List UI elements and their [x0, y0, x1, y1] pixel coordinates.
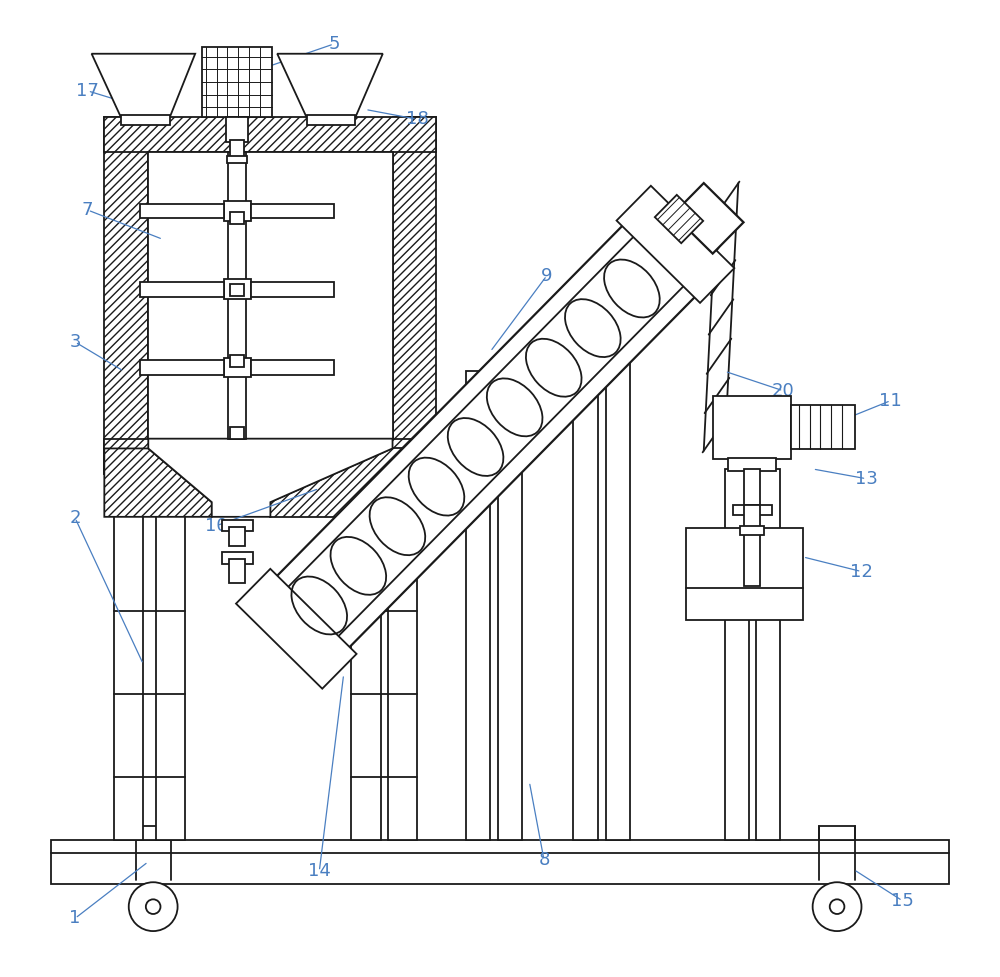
Bar: [307, 115, 355, 125]
Bar: [230, 140, 244, 159]
Circle shape: [129, 882, 178, 931]
Bar: [230, 212, 244, 224]
Text: 18: 18: [406, 110, 428, 128]
Bar: [744, 505, 760, 586]
Bar: [733, 505, 772, 515]
Polygon shape: [236, 569, 357, 689]
Bar: [251, 360, 334, 374]
Polygon shape: [92, 54, 195, 117]
Text: 15: 15: [891, 892, 914, 910]
Bar: [136, 826, 171, 840]
Bar: [725, 469, 749, 840]
Text: 8: 8: [538, 851, 550, 869]
Bar: [819, 826, 855, 840]
Bar: [51, 840, 949, 884]
Bar: [251, 281, 334, 297]
Bar: [202, 47, 272, 117]
Bar: [791, 405, 855, 449]
Bar: [713, 396, 791, 459]
Polygon shape: [250, 219, 701, 675]
Bar: [140, 281, 224, 297]
Bar: [222, 552, 253, 564]
Text: 17: 17: [76, 82, 99, 100]
Bar: [224, 279, 251, 299]
Bar: [740, 526, 764, 535]
Bar: [227, 156, 247, 163]
Bar: [744, 469, 760, 508]
Polygon shape: [277, 54, 383, 117]
Polygon shape: [617, 186, 734, 303]
Bar: [104, 439, 436, 474]
Bar: [229, 559, 245, 583]
Bar: [148, 152, 393, 439]
Bar: [156, 469, 185, 840]
Circle shape: [813, 882, 861, 931]
Bar: [756, 469, 780, 840]
Bar: [140, 360, 224, 374]
Bar: [140, 203, 224, 218]
Bar: [222, 520, 253, 531]
Text: 3: 3: [69, 333, 81, 351]
Text: 9: 9: [541, 267, 553, 284]
Bar: [388, 469, 417, 840]
Text: 12: 12: [850, 563, 873, 580]
Bar: [351, 469, 381, 840]
Bar: [573, 352, 598, 840]
Circle shape: [146, 899, 160, 914]
Text: 13: 13: [855, 470, 878, 488]
Bar: [224, 358, 251, 377]
Bar: [251, 203, 334, 218]
Bar: [121, 115, 170, 125]
Text: 2: 2: [69, 509, 81, 527]
Bar: [466, 371, 490, 840]
Bar: [230, 356, 244, 367]
Bar: [229, 527, 245, 546]
Bar: [686, 528, 803, 620]
Polygon shape: [270, 448, 436, 517]
Bar: [606, 352, 630, 840]
Text: 1: 1: [69, 910, 81, 927]
Bar: [224, 201, 251, 221]
Bar: [104, 117, 436, 152]
Bar: [498, 371, 522, 840]
Polygon shape: [148, 439, 393, 517]
Bar: [230, 427, 244, 439]
Text: 20: 20: [772, 382, 795, 400]
Text: 10: 10: [205, 517, 228, 534]
Text: 7: 7: [82, 201, 93, 219]
Text: 14: 14: [308, 863, 331, 880]
Bar: [114, 469, 143, 840]
Text: 5: 5: [328, 35, 340, 53]
Polygon shape: [655, 194, 703, 243]
Bar: [226, 117, 248, 142]
Bar: [104, 117, 148, 474]
Polygon shape: [104, 448, 212, 517]
Bar: [393, 117, 436, 474]
Bar: [228, 152, 246, 439]
Bar: [728, 458, 776, 471]
Text: 11: 11: [879, 392, 902, 409]
Circle shape: [830, 899, 844, 914]
Polygon shape: [673, 183, 744, 254]
Bar: [230, 283, 244, 295]
